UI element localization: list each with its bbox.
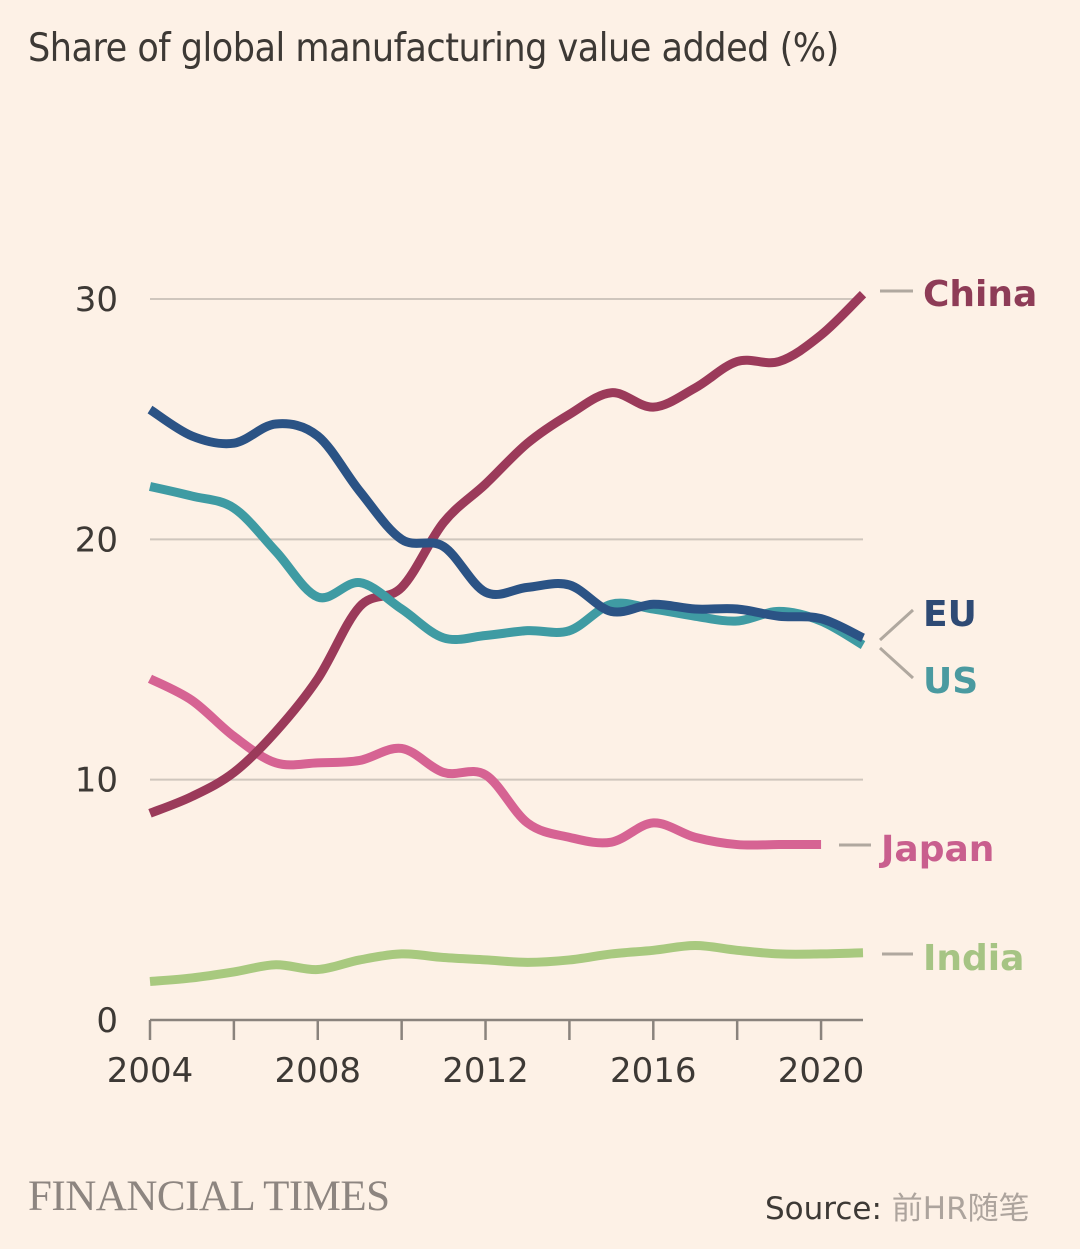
series-lines <box>147 290 867 987</box>
series-labels: China EU US Japan India <box>839 274 1037 979</box>
series-line-us <box>148 482 866 649</box>
y-axis-ticks: 0 10 20 30 <box>75 280 118 1041</box>
series-line-japan <box>147 674 822 850</box>
series-label-eu: EU <box>923 594 977 635</box>
watermark-text: 前HR随笔 <box>891 1191 1030 1227</box>
series-label-us: US <box>923 661 978 702</box>
x-tick-label: 2008 <box>274 1051 361 1091</box>
series-label-china: China <box>923 274 1037 315</box>
y-tick-label: 30 <box>75 280 118 320</box>
series-label-japan: Japan <box>878 829 994 870</box>
chart-title: Share of global manufacturing value adde… <box>28 26 839 71</box>
y-tick-label: 0 <box>96 1001 118 1041</box>
source-label: Source: <box>765 1191 882 1227</box>
x-tick-label: 2020 <box>778 1051 865 1091</box>
series-line-india <box>149 940 864 987</box>
x-tick-label: 2012 <box>442 1051 529 1091</box>
x-tick-label: 2004 <box>107 1051 194 1091</box>
x-tick-label: 2016 <box>610 1051 697 1091</box>
series-line-china <box>148 290 867 818</box>
y-tick-label: 10 <box>75 761 118 801</box>
y-tick-label: 20 <box>75 520 118 560</box>
source-note: Source: 前HR随笔 <box>765 1183 1030 1228</box>
gridlines <box>150 298 863 781</box>
x-axis: 2004 2008 2012 2016 2020 <box>107 1018 865 1091</box>
series-label-india: India <box>923 938 1024 979</box>
leader-eu <box>878 608 915 642</box>
series-line-eu <box>147 405 865 642</box>
ft-brand-logo: FINANCIAL TIMES <box>28 1173 390 1220</box>
leader-us <box>878 646 915 680</box>
